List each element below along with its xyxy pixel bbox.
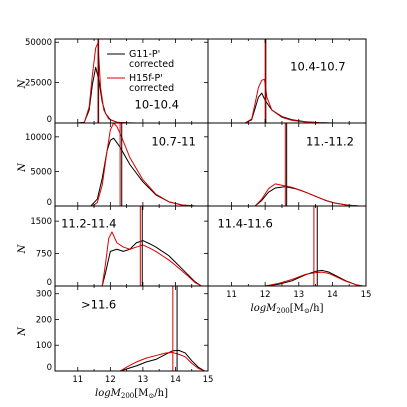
panel-label: 10.4-10.7 (290, 60, 345, 74)
plot-area (208, 206, 363, 286)
y-tick-label: 0 (47, 115, 52, 125)
legend-entry: G11-P' corrected (129, 49, 174, 70)
y-axis-label: N (17, 243, 28, 254)
series-h15f-line (55, 231, 202, 286)
panel-10-4-10-7: 10.4-10.7 (207, 38, 367, 124)
x-tick-label: 13 (293, 290, 304, 300)
x-tick-label: 15 (361, 290, 372, 300)
series-h15f-line (208, 78, 333, 123)
x-axis-label: logM200[M⊙/h] (95, 388, 168, 400)
series-h15f-line (55, 351, 205, 371)
x-tick-label: 11 (72, 375, 83, 385)
y-tick-label: 10000 (25, 133, 52, 143)
panel-label: 10.7-11 (151, 134, 195, 148)
y-tick-label: 25000 (25, 79, 52, 89)
y-tick-label: 0 (47, 198, 52, 208)
y-tick-label: 300 (36, 290, 52, 300)
series-g11-line (208, 92, 333, 123)
panel-frame (207, 38, 367, 124)
panel-11-4-11-6: 11 12 13 14 15 logM200[M⊙/h] 11.4-11.6 (207, 205, 372, 315)
x-tick-label: 12 (260, 290, 271, 300)
y-tick-label: 5000 (30, 167, 52, 177)
panel-label: 10-10.4 (135, 98, 179, 112)
x-axis-label: logM200[M⊙/h] (251, 303, 324, 315)
series-h15f-line (55, 123, 196, 206)
y-axis-label: N (17, 326, 28, 337)
x-tick-label: 11 (226, 290, 237, 300)
panel-label: 11.4-11.6 (217, 217, 272, 231)
legend: G11-P' corrected H15f-P' corrected (107, 49, 174, 94)
x-tick-label: 14 (327, 290, 338, 300)
panel-10-7-11: 0 5000 10000 N 10.7-11 (17, 122, 209, 208)
x-tick-label: 14 (170, 375, 181, 385)
series-g11-line (55, 349, 205, 371)
y-axis-label: N (17, 162, 28, 173)
plot-area (55, 206, 202, 286)
panel-label: 11.-11.2 (306, 134, 354, 148)
y-tick-label: 0 (47, 278, 52, 288)
panel-label: 11.2-11.4 (61, 217, 116, 231)
legend-entry: H15f-P' corrected (129, 73, 174, 94)
y-tick-label: 1500 (30, 217, 52, 227)
panel-11-2-11-4: 0 750 1500 N 11.2-11.4 (17, 205, 209, 288)
series-g11-line (55, 240, 202, 286)
panel-label: >11.6 (81, 298, 116, 312)
plot-area (55, 286, 205, 371)
panel-frame (207, 205, 367, 287)
y-tick-label: 200 (36, 315, 52, 325)
y-tick-label: 0 (47, 363, 52, 373)
series-g11-line (55, 137, 196, 206)
panel-frame (54, 285, 209, 372)
x-tick-label: 15 (203, 375, 214, 385)
y-tick-label: 750 (36, 250, 52, 260)
y-axis-label: N (17, 78, 28, 89)
panel-11--11-2: 11.-11.2 (207, 122, 367, 207)
series-h15f-line (208, 271, 363, 286)
y-tick-label: 50000 (25, 38, 52, 48)
x-tick-label: 12 (105, 375, 116, 385)
plot-area (208, 39, 333, 123)
x-tick-label: 13 (137, 375, 148, 385)
panel-10-10-4: 0 25000 50000 N 10-10.4 G11-P' corrected H15f-P… (17, 38, 209, 125)
y-tick-label: 100 (36, 341, 52, 351)
plot-area (55, 123, 196, 206)
